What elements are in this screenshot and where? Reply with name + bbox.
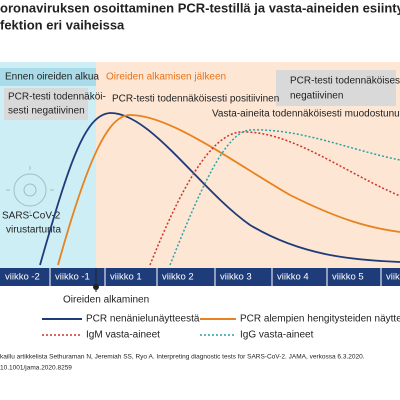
legend-label: PCR nenänielunäytteestä	[86, 314, 200, 325]
virus-icon	[6, 166, 54, 214]
annotation: negatiivinen	[290, 91, 343, 102]
annotation: Vasta-aineita todennäköisesti muodostunu…	[212, 109, 400, 120]
phase-label: Oireiden alkamisen jälkeen	[106, 72, 226, 83]
annotation: PCR-testi todennäköisesti	[290, 76, 400, 87]
legend-label: IgG vasta-aineet	[240, 330, 314, 341]
igm-curve	[149, 131, 400, 266]
annotation: PCR-testi todennäköisesti positiivinen	[112, 94, 279, 105]
igg-curve	[169, 129, 400, 266]
annotation: PCR-testi todennäköi-	[8, 92, 106, 103]
legend-label: PCR alempien hengitysteiden näytteestä	[240, 314, 400, 325]
phase-header	[0, 68, 96, 86]
source: 10.1001/jama.2020.8259	[0, 365, 72, 372]
week-label: viikko 5	[332, 272, 364, 283]
onset-dot	[93, 284, 99, 290]
week-bar	[0, 268, 400, 286]
annotation: Oireiden alkaminen	[63, 295, 149, 306]
annotation-box	[4, 88, 88, 120]
title: oronaviruksen osoittaminen PCR-testillä …	[0, 0, 400, 15]
week-label: viikko -1	[55, 272, 90, 283]
annotation: SARS-CoV-2	[2, 211, 61, 222]
week-label: viikko 6	[386, 272, 400, 283]
annotation: virustartunta	[6, 225, 61, 236]
annotation-box	[276, 70, 396, 106]
week-label: viikko 1	[110, 272, 142, 283]
source: kaillu artikkelista Sethuraman N, Jeremi…	[0, 354, 365, 361]
title: fektion eri vaiheissa	[0, 17, 125, 32]
pcr-lower-curve	[57, 114, 400, 266]
phase-label: Ennen oireiden alkua	[5, 72, 99, 83]
week-label: viikko 4	[277, 272, 309, 283]
week-label: viikko -2	[5, 272, 40, 283]
annotation: sesti negatiivinen	[8, 106, 85, 117]
week-label: viikko 2	[162, 272, 194, 283]
legend-label: IgM vasta-aineet	[86, 330, 160, 341]
pcr-nasal-curve	[39, 112, 400, 266]
week-label: viikko 3	[220, 272, 252, 283]
